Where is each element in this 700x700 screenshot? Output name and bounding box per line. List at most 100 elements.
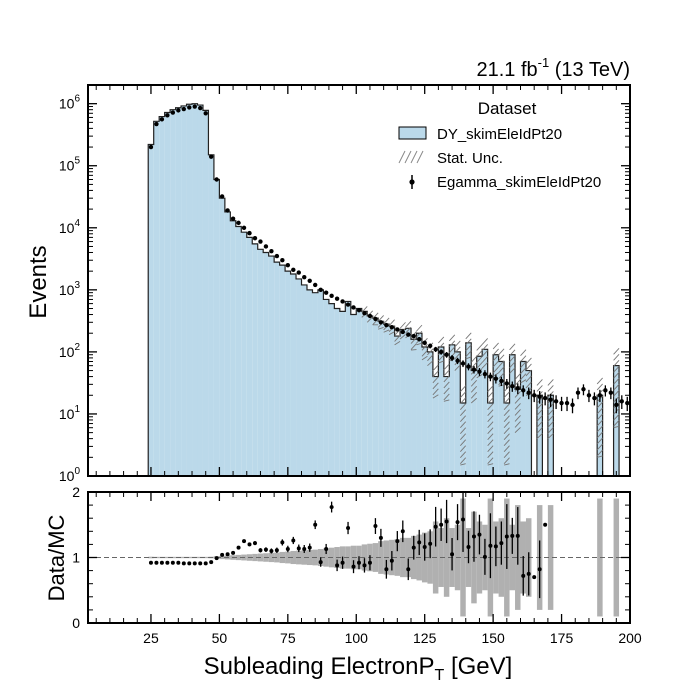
- ratio-point: [346, 526, 351, 531]
- ratio-point: [417, 540, 422, 545]
- data-point: [548, 397, 553, 402]
- mc-bin: [394, 336, 401, 476]
- data-point: [570, 402, 575, 408]
- data-point: [477, 369, 482, 374]
- mc-bin: [164, 112, 171, 477]
- unc-hatch-line: [509, 343, 516, 351]
- data-point: [334, 296, 340, 301]
- unc-hatch-line: [520, 349, 527, 356]
- data-point: [466, 364, 471, 369]
- data-points: [148, 104, 630, 414]
- unc-hatch-line: [378, 326, 384, 330]
- data-point: [208, 154, 214, 159]
- x-axis: 25 50 75 100 125 150 175 200: [95, 492, 642, 646]
- top-y-axis: 100 101 102 103 104 105 106: [59, 84, 630, 484]
- data-point: [422, 340, 427, 346]
- data-point: [373, 316, 378, 322]
- data-point: [444, 352, 449, 357]
- data-point: [488, 374, 493, 379]
- mc-bin: [148, 144, 154, 476]
- unc-hatch-line: [416, 330, 423, 338]
- data-point: [356, 307, 362, 313]
- ratio-point: [526, 571, 531, 576]
- data-point: [351, 305, 356, 310]
- ratio-band-bin: [268, 552, 275, 563]
- unc-hatch-line: [613, 348, 620, 355]
- ratio-point: [220, 552, 225, 557]
- unc-hatch-line: [399, 334, 406, 340]
- data-point: [499, 378, 504, 384]
- ratio-point: [214, 556, 219, 561]
- ratio-point: [302, 546, 307, 551]
- ratio-band-bin: [219, 555, 225, 560]
- x-tick-label: 200: [618, 630, 642, 646]
- mc-bin: [367, 315, 373, 476]
- data-point: [307, 278, 312, 283]
- mc-bin: [317, 289, 324, 476]
- top-y-label: Events: [25, 245, 52, 318]
- unc-hatch-line: [547, 385, 554, 392]
- unc-hatch-line: [487, 427, 494, 435]
- unc-hatch-line: [596, 449, 603, 457]
- ratio-band-bin: [290, 550, 297, 565]
- mc-bin: [432, 376, 439, 476]
- unc-hatch-line: [366, 316, 374, 323]
- ratio-point: [307, 545, 312, 550]
- unc-hatch-line: [438, 354, 445, 362]
- data-point: [329, 293, 334, 299]
- unc-hatch-line: [613, 384, 620, 391]
- ratio-point: [176, 560, 181, 565]
- unc-hatch-line: [498, 348, 505, 356]
- data-point: [384, 322, 389, 328]
- unc-hatch-line: [438, 342, 445, 350]
- ratio-band-bin: [235, 554, 242, 561]
- lumi-label: 21.1 fb-1 (13 TeV): [476, 55, 630, 81]
- data-point: [614, 402, 619, 408]
- unc-hatch-line: [514, 403, 521, 410]
- ratio-point: [324, 546, 329, 551]
- mc-bin: [509, 354, 516, 476]
- ratio-point: [154, 560, 159, 565]
- unc-hatch-line: [536, 409, 543, 416]
- unc-hatch-line: [432, 376, 439, 384]
- mc-bin: [372, 318, 379, 476]
- ratio-point: [378, 535, 383, 540]
- unc-hatch-line: [454, 346, 461, 354]
- data-point: [619, 399, 624, 404]
- ratio-point: [439, 522, 444, 527]
- unc-hatch-line: [427, 348, 434, 356]
- unc-hatch-line: [460, 463, 466, 466]
- unc-hatch-line: [487, 445, 494, 453]
- unc-hatch-line: [454, 340, 461, 348]
- unc-hatch-line: [492, 366, 499, 374]
- data-point: [318, 287, 323, 293]
- ratio-point: [181, 561, 186, 566]
- unc-hatch-line: [470, 391, 478, 399]
- unc-hatch-line: [443, 375, 450, 383]
- unc-hatch-line: [503, 445, 510, 453]
- data-point: [291, 267, 296, 273]
- data-point: [395, 327, 400, 332]
- data-point: [460, 361, 466, 366]
- mc-bin: [416, 333, 422, 476]
- unc-hatch-line: [416, 342, 423, 346]
- unc-hatch-line: [503, 433, 510, 441]
- unc-hatch-line: [596, 431, 603, 439]
- mc-bin: [268, 256, 275, 476]
- legend-entry-data: Egamma_skimEleIdPt20: [437, 174, 601, 191]
- data-point: [586, 393, 592, 398]
- unc-hatch-line: [465, 332, 472, 340]
- data-point: [323, 290, 329, 295]
- unc-hatch-line: [449, 340, 456, 348]
- unc-hatch-line: [421, 355, 428, 361]
- ratio-point: [165, 560, 170, 565]
- data-point: [482, 371, 488, 377]
- data-point: [510, 383, 515, 389]
- mc-bin: [476, 356, 483, 476]
- unc-hatch-line: [487, 385, 494, 393]
- unc-hatch-line: [520, 361, 527, 368]
- ratio-point: [170, 560, 175, 565]
- unc-hatch-line: [438, 336, 445, 344]
- mc-bin: [515, 389, 521, 476]
- ratio-point: [428, 541, 433, 546]
